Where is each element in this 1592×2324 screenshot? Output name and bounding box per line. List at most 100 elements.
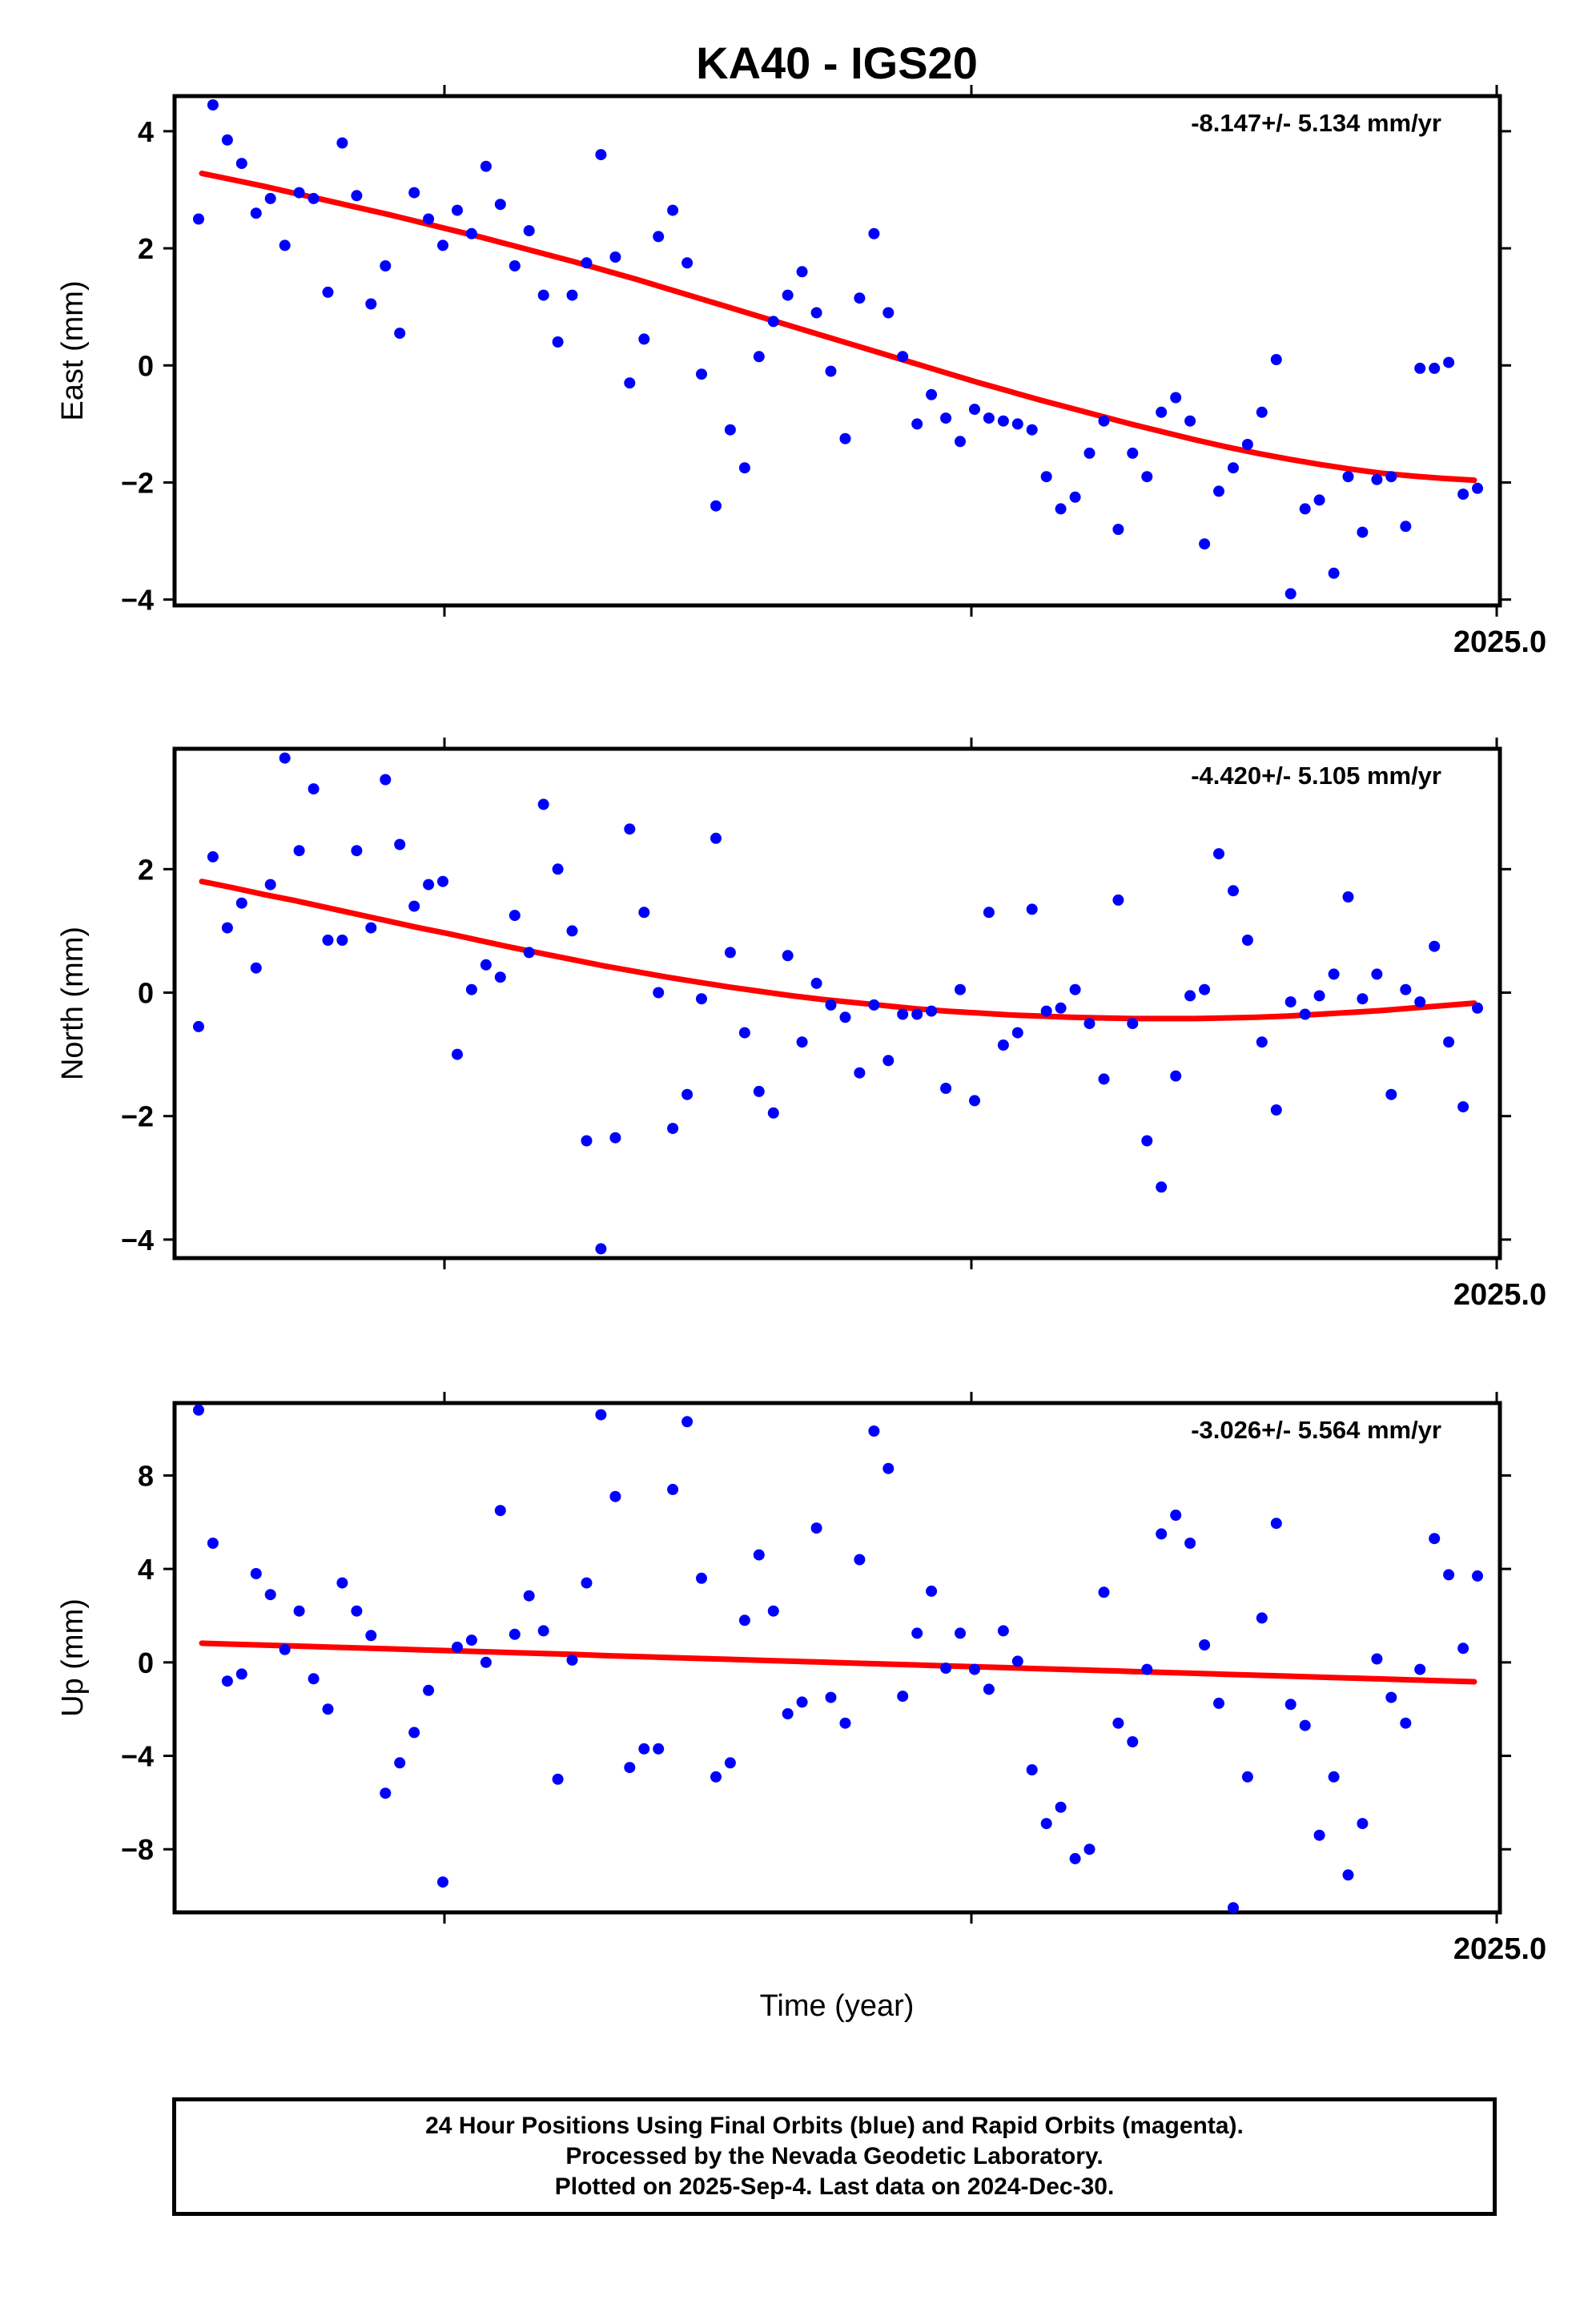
east-data-point — [250, 207, 262, 219]
up-data-point — [1213, 1697, 1224, 1709]
east-data-point — [1213, 485, 1224, 497]
east-data-point — [854, 292, 866, 304]
up-data-point — [465, 1634, 477, 1647]
footer-line-2: Processed by the Nevada Geodetic Laborat… — [565, 2143, 1104, 2169]
east-data-point — [1457, 489, 1469, 501]
up-data-point — [940, 1663, 952, 1675]
east-data-point — [609, 251, 621, 263]
east-data-point — [868, 227, 880, 239]
east-data-point — [1083, 447, 1096, 459]
north-ytick-label: 2 — [138, 853, 154, 886]
north-data-point — [1371, 968, 1383, 980]
up-data-point — [767, 1605, 779, 1617]
north-data-point — [193, 1020, 204, 1032]
north-data-point — [465, 983, 477, 995]
east-data-point — [839, 432, 851, 444]
up-ytick-label: 0 — [138, 1647, 154, 1679]
up-data-point — [509, 1628, 521, 1640]
north-data-point — [1098, 1073, 1110, 1085]
north-data-point — [1055, 1002, 1067, 1014]
up-data-point — [997, 1625, 1009, 1637]
east-data-point — [221, 134, 233, 146]
east-data-point — [322, 286, 334, 298]
east-data-point — [653, 231, 665, 243]
up-data-point — [394, 1757, 406, 1769]
north-data-point — [1429, 940, 1441, 952]
north-data-point — [782, 950, 794, 962]
east-data-point — [465, 227, 477, 239]
north-data-point — [724, 947, 736, 959]
north-data-point — [1284, 996, 1297, 1008]
up-data-point — [1256, 1612, 1268, 1624]
north-data-point — [997, 1039, 1009, 1051]
up-data-point — [882, 1462, 894, 1474]
up-data-point — [1199, 1639, 1211, 1651]
east-panel: 4 2 0 −2 −4 2025.0 East (mm) -8.147+/- 5.134 mm… — [56, 85, 1546, 659]
up-data-point — [638, 1743, 650, 1755]
up-ytick-label: −4 — [121, 1740, 154, 1773]
north-data-point — [969, 1095, 980, 1107]
footer-box: 24 Hour Positions Using Final Orbits (bl… — [172, 2097, 1497, 2216]
up-data-point — [207, 1538, 219, 1549]
east-data-point — [509, 260, 521, 271]
north-data-point — [1385, 1088, 1397, 1100]
east-data-point — [365, 298, 377, 310]
north-data-point — [494, 971, 506, 983]
north-data-point — [394, 838, 406, 850]
east-data-point — [983, 412, 995, 424]
up-data-point — [351, 1605, 363, 1617]
north-data-point — [696, 993, 707, 1005]
east-data-point — [997, 415, 1009, 427]
east-data-point — [437, 239, 448, 251]
north-data-point — [581, 1135, 593, 1147]
north-data-point — [738, 1027, 750, 1039]
north-data-point — [1313, 990, 1325, 1002]
east-data-point — [667, 204, 679, 216]
east-data-point — [1414, 362, 1426, 374]
north-data-point — [207, 850, 219, 862]
east-data-point — [264, 192, 276, 204]
north-data-point — [1414, 996, 1426, 1008]
east-data-point — [810, 307, 822, 319]
up-data-point — [523, 1590, 535, 1602]
x-axis-label: Time (year) — [760, 1989, 915, 2023]
north-data-point — [480, 959, 492, 971]
east-data-point — [940, 412, 952, 424]
up-data-point — [1313, 1829, 1325, 1841]
up-data-point — [1112, 1717, 1124, 1729]
up-data-point — [595, 1409, 607, 1421]
east-data-point — [955, 436, 966, 448]
north-data-point — [1184, 990, 1196, 1002]
up-data-point — [1284, 1699, 1297, 1711]
east-data-point — [738, 462, 750, 474]
north-data-point — [825, 999, 837, 1011]
north-frame — [172, 746, 1502, 1261]
up-data-point — [667, 1483, 679, 1495]
north-data-point — [653, 987, 665, 999]
up-data-point — [308, 1673, 320, 1685]
north-data-point — [767, 1107, 779, 1119]
up-panel: 8 4 0 −4 −8 2025.0 Up (mm) -3.026+/- 5.564 mm/y… — [56, 1392, 1546, 1966]
east-data-point — [1011, 418, 1023, 430]
east-data-point — [1443, 356, 1455, 368]
up-data-point — [365, 1630, 377, 1642]
up-data-point — [1228, 1902, 1239, 1914]
east-data-point — [1184, 415, 1196, 427]
up-data-point — [854, 1554, 866, 1566]
up-data-point — [423, 1684, 435, 1696]
up-data-point — [1156, 1528, 1168, 1540]
east-data-point — [796, 266, 808, 278]
up-data-point — [1342, 1869, 1354, 1881]
east-data-point — [1357, 526, 1369, 538]
east-data-point — [279, 239, 291, 251]
east-data-point — [1069, 491, 1081, 503]
north-data-point — [854, 1067, 866, 1079]
up-data-point — [494, 1505, 506, 1517]
up-data-point — [566, 1654, 578, 1666]
up-xtick-label: 2025.0 — [1453, 1932, 1546, 1966]
up-data-point — [782, 1708, 794, 1719]
north-data-point — [1112, 894, 1124, 906]
east-data-point — [1299, 503, 1311, 515]
east-data-point — [1098, 415, 1110, 427]
up-data-point — [1457, 1642, 1469, 1655]
